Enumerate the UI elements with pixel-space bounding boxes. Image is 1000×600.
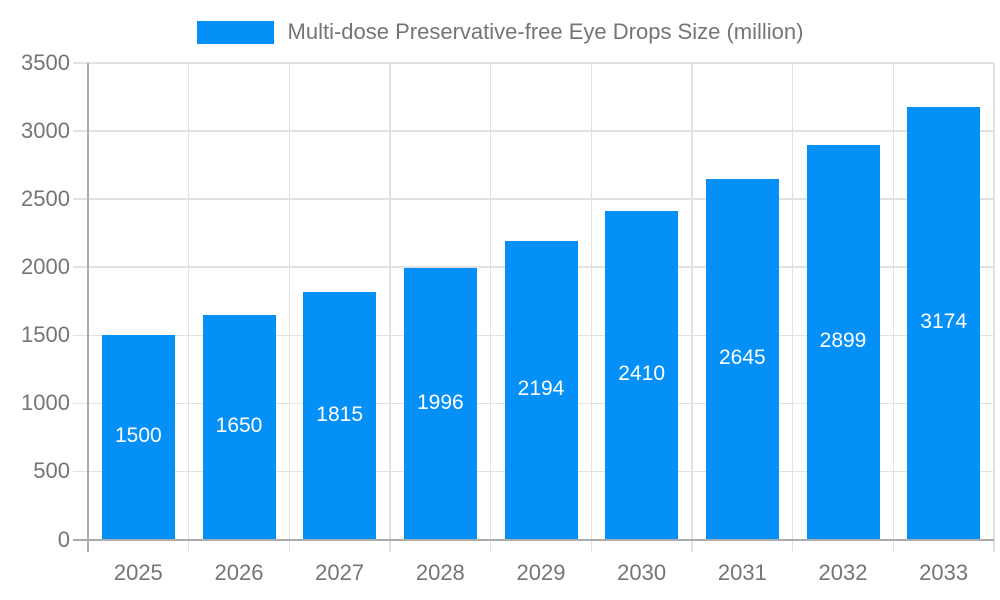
legend: Multi-dose Preservative-free Eye Drops S… (0, 17, 1000, 47)
y-tick-label: 1500 (21, 322, 70, 348)
y-axis-line (87, 63, 89, 552)
gridline-vertical (791, 63, 794, 552)
gridline-horizontal (73, 198, 994, 200)
bar[interactable] (504, 240, 578, 540)
x-tick-label: 2027 (315, 560, 365, 585)
x-tick-label: 2026 (214, 560, 264, 585)
bar[interactable] (605, 211, 679, 540)
bar-value-label: 1996 (416, 390, 464, 414)
gridline-vertical (288, 63, 291, 552)
gridline-horizontal (73, 130, 994, 132)
bar-value-label: 1500 (114, 424, 162, 448)
y-tick-label: 3000 (21, 118, 70, 144)
gridline-vertical (993, 63, 995, 552)
bar[interactable] (705, 179, 779, 540)
bar[interactable] (403, 267, 477, 540)
x-tick-label: 2029 (516, 560, 566, 585)
bar-value-label: 2410 (618, 362, 666, 386)
y-tick-label: 0 (57, 526, 70, 552)
y-tick-label: 500 (33, 458, 70, 484)
bar-value-label: 2645 (718, 346, 766, 370)
x-tick-label: 2030 (617, 560, 667, 585)
gridline-vertical (691, 63, 693, 552)
bar-value-label: 1650 (215, 414, 263, 438)
gridline-vertical (489, 63, 492, 552)
bar-value-label: 1815 (316, 402, 364, 426)
y-tick-label: 2500 (21, 186, 70, 212)
bar-value-label: 2194 (517, 377, 565, 401)
gridline-vertical (892, 63, 895, 552)
bar[interactable] (806, 144, 880, 540)
gridline-vertical (187, 63, 190, 552)
legend-swatch[interactable] (196, 20, 274, 44)
bar[interactable] (303, 292, 377, 540)
y-tick-label: 1000 (21, 390, 70, 416)
x-tick-label: 2025 (113, 560, 163, 585)
y-tick-label: 2000 (21, 254, 70, 280)
gridline-horizontal (73, 62, 994, 64)
x-tick-label: 2028 (415, 560, 465, 585)
y-tick-label: 3500 (21, 50, 70, 75)
bar-value-label: 2899 (819, 329, 867, 353)
gridline-vertical (389, 63, 391, 552)
x-tick-label: 2031 (717, 560, 767, 585)
bar-value-label: 3174 (920, 310, 968, 334)
gridline-vertical (590, 63, 593, 552)
bar[interactable] (907, 107, 981, 540)
legend-label[interactable]: Multi-dose Preservative-free Eye Drops S… (287, 19, 804, 44)
x-tick-label: 2032 (818, 560, 868, 585)
x-tick-label: 2033 (919, 560, 969, 585)
x-axis-line (73, 538, 994, 541)
bar[interactable] (101, 335, 175, 540)
bar[interactable] (202, 314, 276, 540)
